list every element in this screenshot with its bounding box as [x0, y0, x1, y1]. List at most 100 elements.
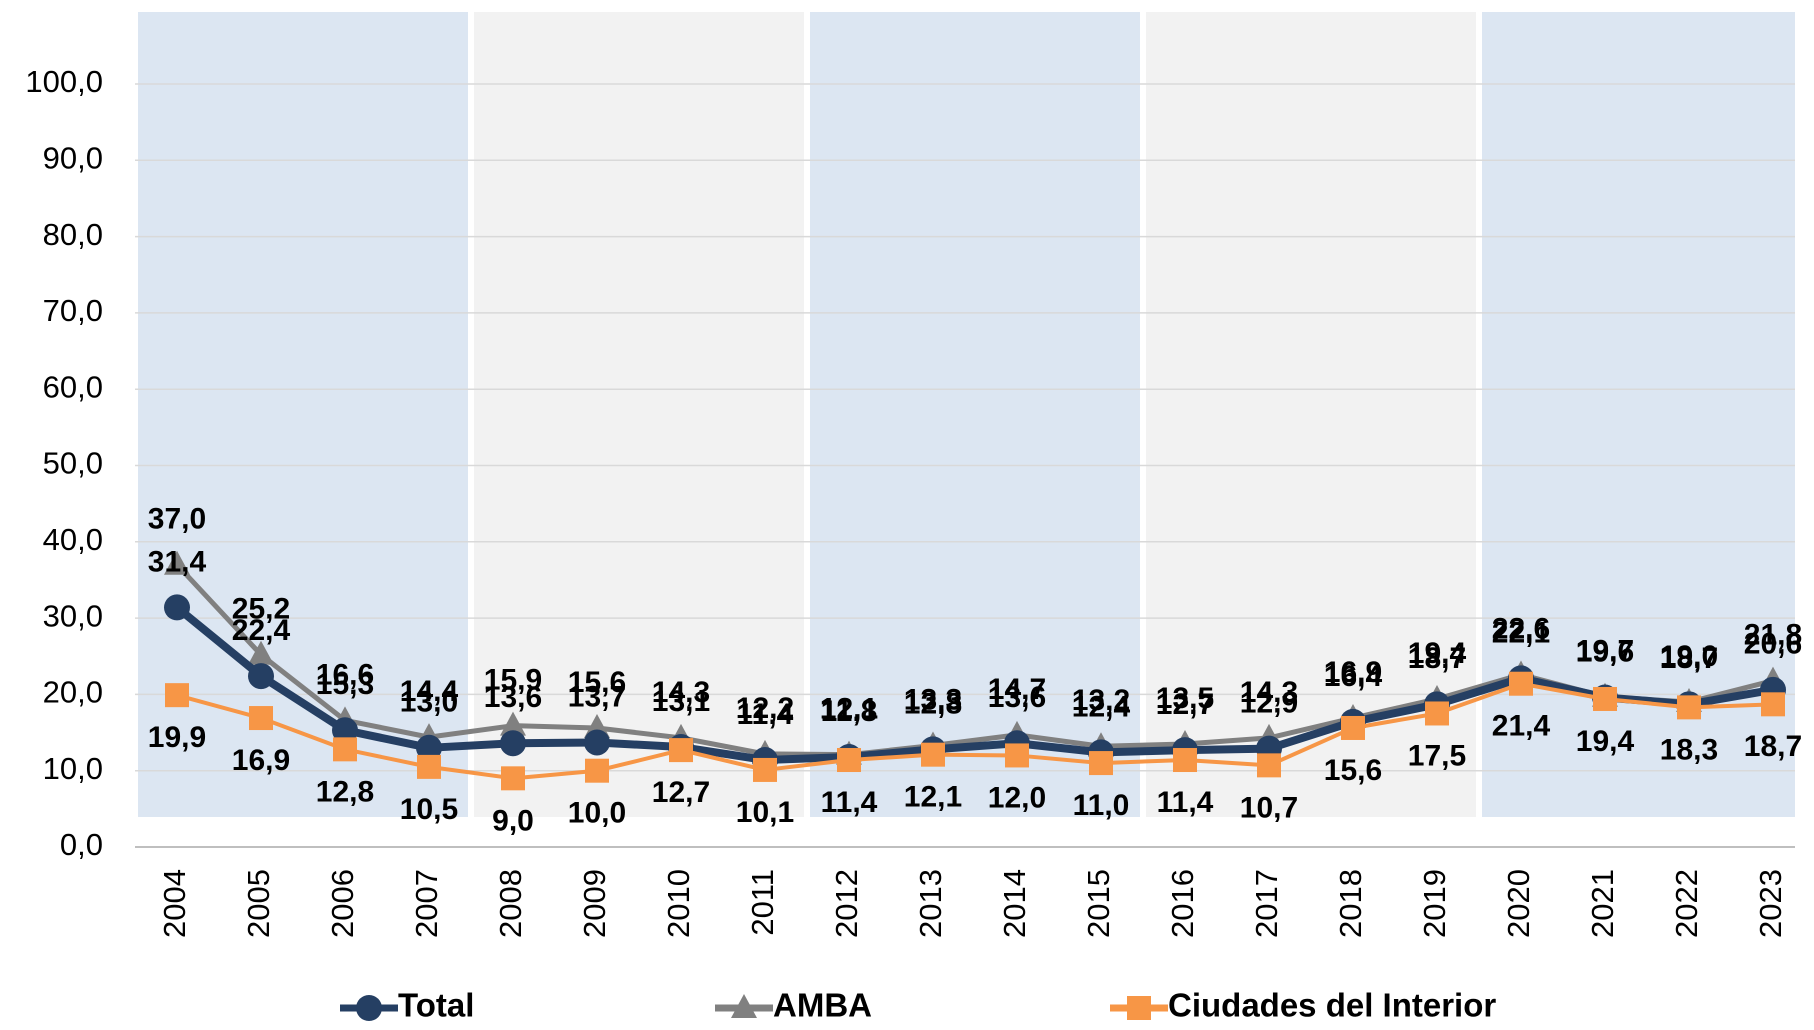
- point: [1173, 748, 1197, 773]
- data-label: 14,7: [988, 673, 1046, 706]
- legend-label: AMBA: [773, 987, 872, 1024]
- legend-marker: [356, 995, 382, 1021]
- point: [837, 748, 861, 773]
- data-label: 14,4: [400, 675, 459, 708]
- data-label: 16,9: [232, 744, 290, 777]
- x-tick-label: 2006: [325, 869, 360, 938]
- line: [176, 681, 1774, 781]
- legend-label: Ciudades del Interior: [1168, 987, 1496, 1024]
- data-label: 31,4: [148, 545, 207, 578]
- x-tick-label: 2011: [745, 869, 780, 936]
- y-tick-label: 10,0: [43, 751, 103, 786]
- data-label: 13,6: [988, 681, 1046, 714]
- point: [417, 754, 441, 779]
- data-label: 13,6: [484, 681, 542, 714]
- data-label: 13,0: [400, 686, 458, 719]
- point: [1005, 743, 1029, 768]
- point: [1509, 671, 1533, 696]
- data-label: 13,2: [1072, 684, 1130, 717]
- labels: 0,0 10,0 20,0 30,0 40,0 50,0 60,0 70,0 80,0 90,0 1…: [25, 64, 1802, 1024]
- data-label: 12,7: [1156, 688, 1214, 721]
- data-label: 15,6: [568, 666, 626, 699]
- x-tick-label: 2023: [1753, 869, 1788, 938]
- legend-marker: [731, 994, 757, 1018]
- band: [1146, 12, 1476, 817]
- point: [332, 717, 358, 744]
- data-label: 15,9: [484, 664, 542, 697]
- x-tick-label: 2008: [493, 869, 528, 938]
- line: [174, 604, 1774, 765]
- x-tick-label: 2005: [241, 869, 276, 938]
- point: [585, 758, 609, 783]
- data-label: 18,3: [1660, 733, 1718, 766]
- point: [753, 757, 777, 782]
- band: [138, 12, 468, 817]
- y-tick-label: 70,0: [43, 293, 103, 328]
- point: [669, 738, 693, 763]
- x-tick-label: 2019: [1417, 869, 1452, 938]
- data-label: 12,1: [904, 781, 962, 814]
- data-label: 16,9: [1324, 656, 1382, 689]
- point: [1425, 701, 1449, 726]
- data-label: 21,8: [1744, 619, 1802, 652]
- data-label: 13,1: [652, 685, 710, 718]
- point: [1761, 692, 1785, 717]
- data-label: 19,4: [1408, 637, 1467, 670]
- data-label: 37,0: [148, 503, 206, 536]
- y-tick-label: 0,0: [60, 827, 103, 862]
- data-label: 11,4: [1157, 786, 1214, 819]
- data-label: 10,0: [568, 797, 626, 830]
- x-tick-label: 2020: [1501, 869, 1536, 938]
- point: [248, 640, 274, 665]
- y-tick-label: 100,0: [25, 64, 103, 99]
- point: [165, 683, 189, 708]
- legend-marker: [1127, 996, 1151, 1020]
- series: [164, 550, 1786, 791]
- data-label: 12,8: [316, 775, 374, 808]
- data-label: 10,1: [736, 796, 794, 829]
- data-label: 15,3: [316, 668, 374, 701]
- data-label: 16,4: [1324, 660, 1383, 693]
- x-tick-label: 2015: [1081, 869, 1116, 938]
- data-label: 18,7: [1408, 642, 1466, 675]
- data-label: 19,4: [1576, 725, 1635, 758]
- point: [164, 594, 190, 621]
- data-label: 20,6: [1744, 628, 1802, 661]
- y-tick-label: 20,0: [43, 675, 103, 710]
- data-label: 13,7: [568, 680, 626, 713]
- point: [1593, 686, 1617, 711]
- data-label: 19,9: [148, 721, 206, 754]
- band: [474, 12, 804, 817]
- grid: [135, 83, 1795, 848]
- y-tick-label: 60,0: [43, 369, 103, 404]
- legend-label: Total: [398, 987, 474, 1024]
- data-label: 18,7: [1744, 730, 1802, 763]
- point: [921, 742, 945, 767]
- y-tick-label: 30,0: [43, 598, 103, 633]
- data-label: 10,7: [1240, 791, 1298, 824]
- data-label: 18,7: [1660, 642, 1718, 675]
- data-label: 12,0: [988, 781, 1046, 814]
- band: [810, 12, 1140, 817]
- data-label: 14,3: [652, 676, 710, 709]
- data-label: 22,6: [1492, 612, 1550, 645]
- point: [248, 663, 274, 690]
- data-label: 17,5: [1408, 739, 1466, 772]
- data-label: 12,7: [652, 776, 710, 809]
- background-bands: [138, 12, 1795, 817]
- point: [1089, 751, 1113, 776]
- data-label: 13,5: [1156, 682, 1214, 715]
- x-tick-label: 2016: [1165, 869, 1200, 938]
- data-label: 13,3: [904, 683, 962, 716]
- point: [1341, 715, 1365, 740]
- x-tick-label: 2014: [997, 869, 1032, 938]
- data-label: 16,6: [316, 658, 374, 691]
- x-tick-label: 2022: [1669, 869, 1704, 938]
- point: [1677, 695, 1701, 720]
- data-label: 22,1: [1492, 616, 1550, 649]
- data-label: 12,9: [1240, 686, 1298, 719]
- x-tick-label: 2007: [409, 869, 444, 938]
- data-label: 21,4: [1492, 710, 1551, 743]
